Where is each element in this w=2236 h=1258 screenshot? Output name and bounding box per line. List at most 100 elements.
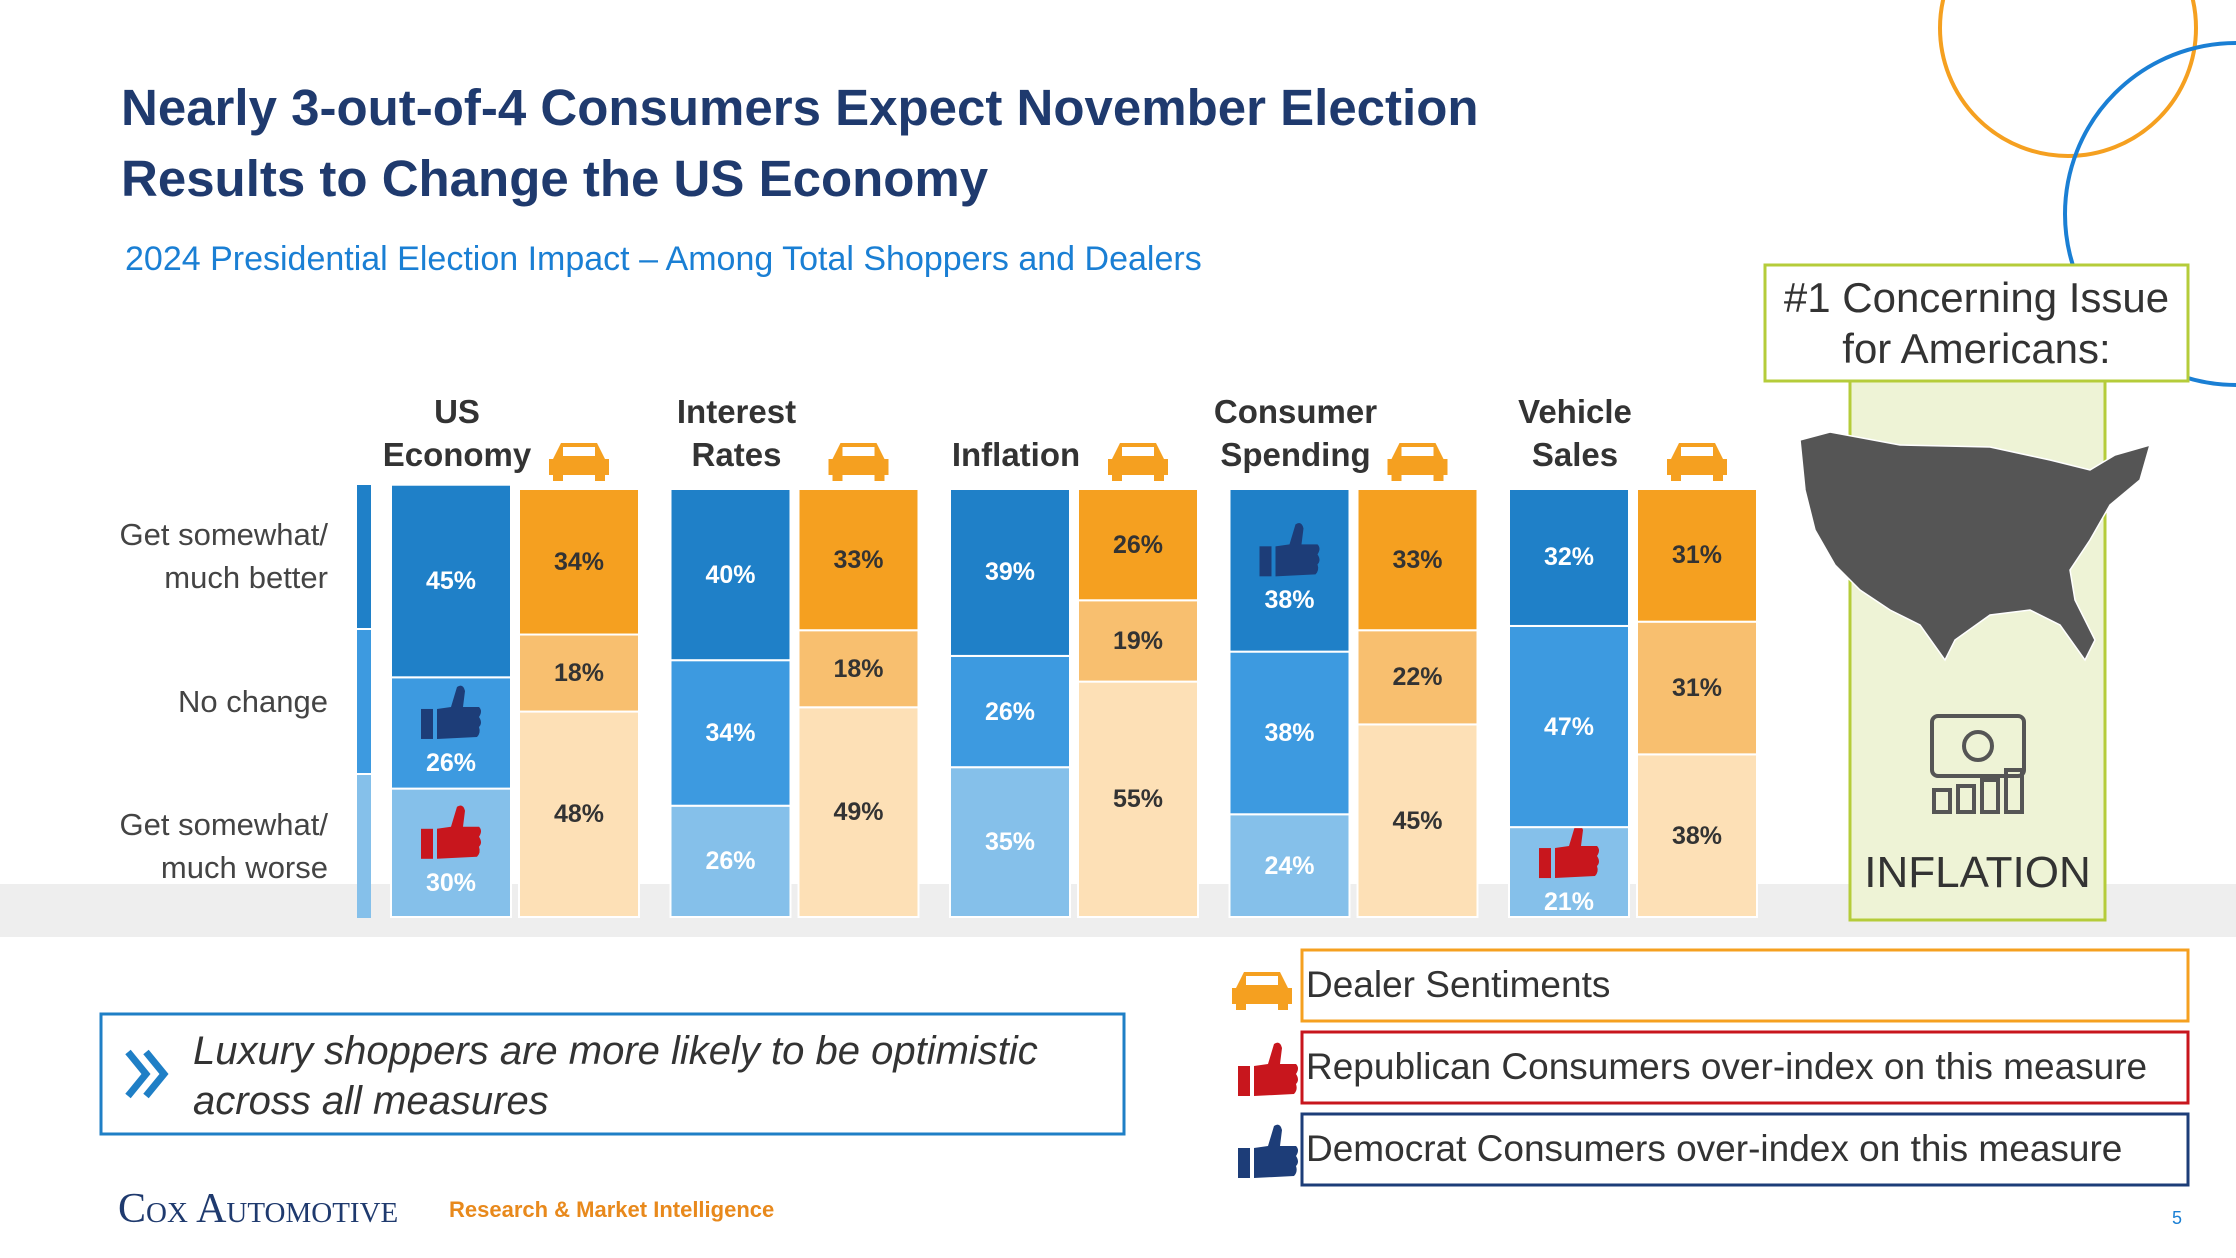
dealer-bar [1077, 680, 1199, 918]
car-window [1122, 447, 1154, 456]
dealer-bar [1077, 599, 1199, 683]
dealer-bar [1356, 629, 1479, 726]
car-wheel [1391, 475, 1402, 481]
brand: Cox Automotive [118, 1186, 399, 1232]
value-label: 33% [1392, 545, 1443, 574]
inflation-icon [1930, 714, 2026, 814]
car-window [1401, 447, 1434, 456]
dealer-bar [1077, 488, 1199, 602]
us-map [1799, 431, 2152, 662]
thumb-cuff [1259, 546, 1272, 577]
car-icon [1667, 443, 1727, 481]
value-label: 33% [833, 545, 884, 574]
callout-box [99, 1012, 1126, 1136]
callout: Luxury shoppers are more likely to be op… [193, 1029, 1038, 1123]
thumb-icon [1238, 1124, 1298, 1178]
value-label: 35% [984, 828, 1036, 857]
value-label: 34% [553, 547, 605, 576]
value-label: 26% [1112, 530, 1164, 559]
legend-label: Dealer Sentiments [1306, 964, 1611, 1005]
thumb-hand [1254, 1124, 1298, 1178]
car-wheel [1433, 475, 1444, 481]
legend-label: Democrat Consumers over-index on this me… [1306, 1128, 2123, 1169]
value-label: 26% [705, 847, 756, 876]
value-label: 47% [1543, 712, 1595, 741]
value-label: 21% [1543, 888, 1595, 917]
car-icon [828, 443, 889, 481]
car-window [842, 447, 875, 456]
row-strip [357, 630, 371, 773]
row-label: No change [178, 683, 328, 719]
car-window [563, 447, 595, 456]
value-label: 55% [1112, 785, 1164, 814]
thumb-cuff [1539, 848, 1551, 879]
value-label: 26% [425, 748, 477, 777]
row-label: Get somewhat/ much worse [119, 807, 328, 885]
thumb-cuff [421, 708, 433, 739]
value-label: 45% [1392, 806, 1443, 835]
consumer-bar [1508, 624, 1630, 829]
dealer-bar [518, 488, 640, 636]
value-label: 31% [1671, 541, 1723, 570]
consumer-bar [949, 488, 1071, 657]
thumb-icon [1539, 824, 1599, 879]
value-label: 19% [1112, 626, 1164, 655]
dealer-bar [1636, 620, 1758, 756]
dealer-bar [1636, 753, 1758, 918]
category-label: Inflation [951, 436, 1081, 473]
value-label: 24% [1264, 851, 1315, 880]
thumb-hand [1555, 824, 1599, 879]
car-wheel [1713, 475, 1723, 481]
value-label: 38% [1264, 586, 1315, 615]
thumb-cuff [421, 828, 433, 859]
dealer-bar [1356, 723, 1479, 919]
thumb-cuff [1238, 1066, 1250, 1096]
value-label: 38% [1264, 718, 1315, 747]
value-label: 18% [553, 659, 605, 688]
thumb-icon [421, 805, 481, 859]
car-wheel [1112, 475, 1122, 481]
thumb-icon [1259, 522, 1320, 577]
value-label: 22% [1392, 663, 1443, 692]
row-strip [357, 775, 371, 918]
decor-circle [2063, 41, 2236, 387]
thumb-cuff [1238, 1148, 1250, 1178]
dealer-bar [797, 629, 920, 709]
value-label: 38% [1671, 821, 1723, 850]
value-label: 48% [553, 800, 605, 829]
subtitle: 2024 Presidential Election Impact – Amon… [125, 240, 1202, 278]
decor-circle [1938, 0, 2198, 158]
consumer-bar [949, 654, 1071, 769]
thumb-hand [437, 685, 481, 739]
value-label: 30% [425, 868, 477, 897]
consumer-bar [1228, 650, 1351, 816]
category-label: Interest Rates [676, 393, 797, 473]
car-wheel [595, 475, 605, 481]
category-label: US Economy [382, 393, 532, 473]
thumb-hand [1254, 1042, 1298, 1096]
car-wheel [1236, 1004, 1246, 1010]
car-window [1246, 976, 1278, 985]
car-wheel [1671, 475, 1681, 481]
value-label: 45% [425, 567, 477, 596]
category-label: Consumer Spending [1213, 393, 1378, 473]
car-wheel [1154, 475, 1164, 481]
thumb-icon [421, 685, 481, 739]
thumb-hand [437, 805, 481, 859]
car-wheel [553, 475, 563, 481]
car-window [1681, 447, 1713, 456]
category-label: Vehicle Sales [1518, 393, 1632, 473]
car-icon [1108, 443, 1168, 481]
row-strip [357, 485, 371, 628]
value-label: 31% [1671, 674, 1723, 703]
consumer-bar [1508, 488, 1630, 627]
consumer-bar [949, 766, 1071, 919]
car-icon [1232, 972, 1292, 1010]
title: Nearly 3-out-of-4 Consumers Expect Novem… [121, 79, 1479, 207]
value-label: 26% [984, 697, 1036, 726]
legend-box [1300, 1112, 2190, 1187]
sidebar-heading-box [1763, 263, 2190, 383]
value-label: 18% [833, 654, 884, 683]
thumb-hand [1275, 522, 1320, 577]
